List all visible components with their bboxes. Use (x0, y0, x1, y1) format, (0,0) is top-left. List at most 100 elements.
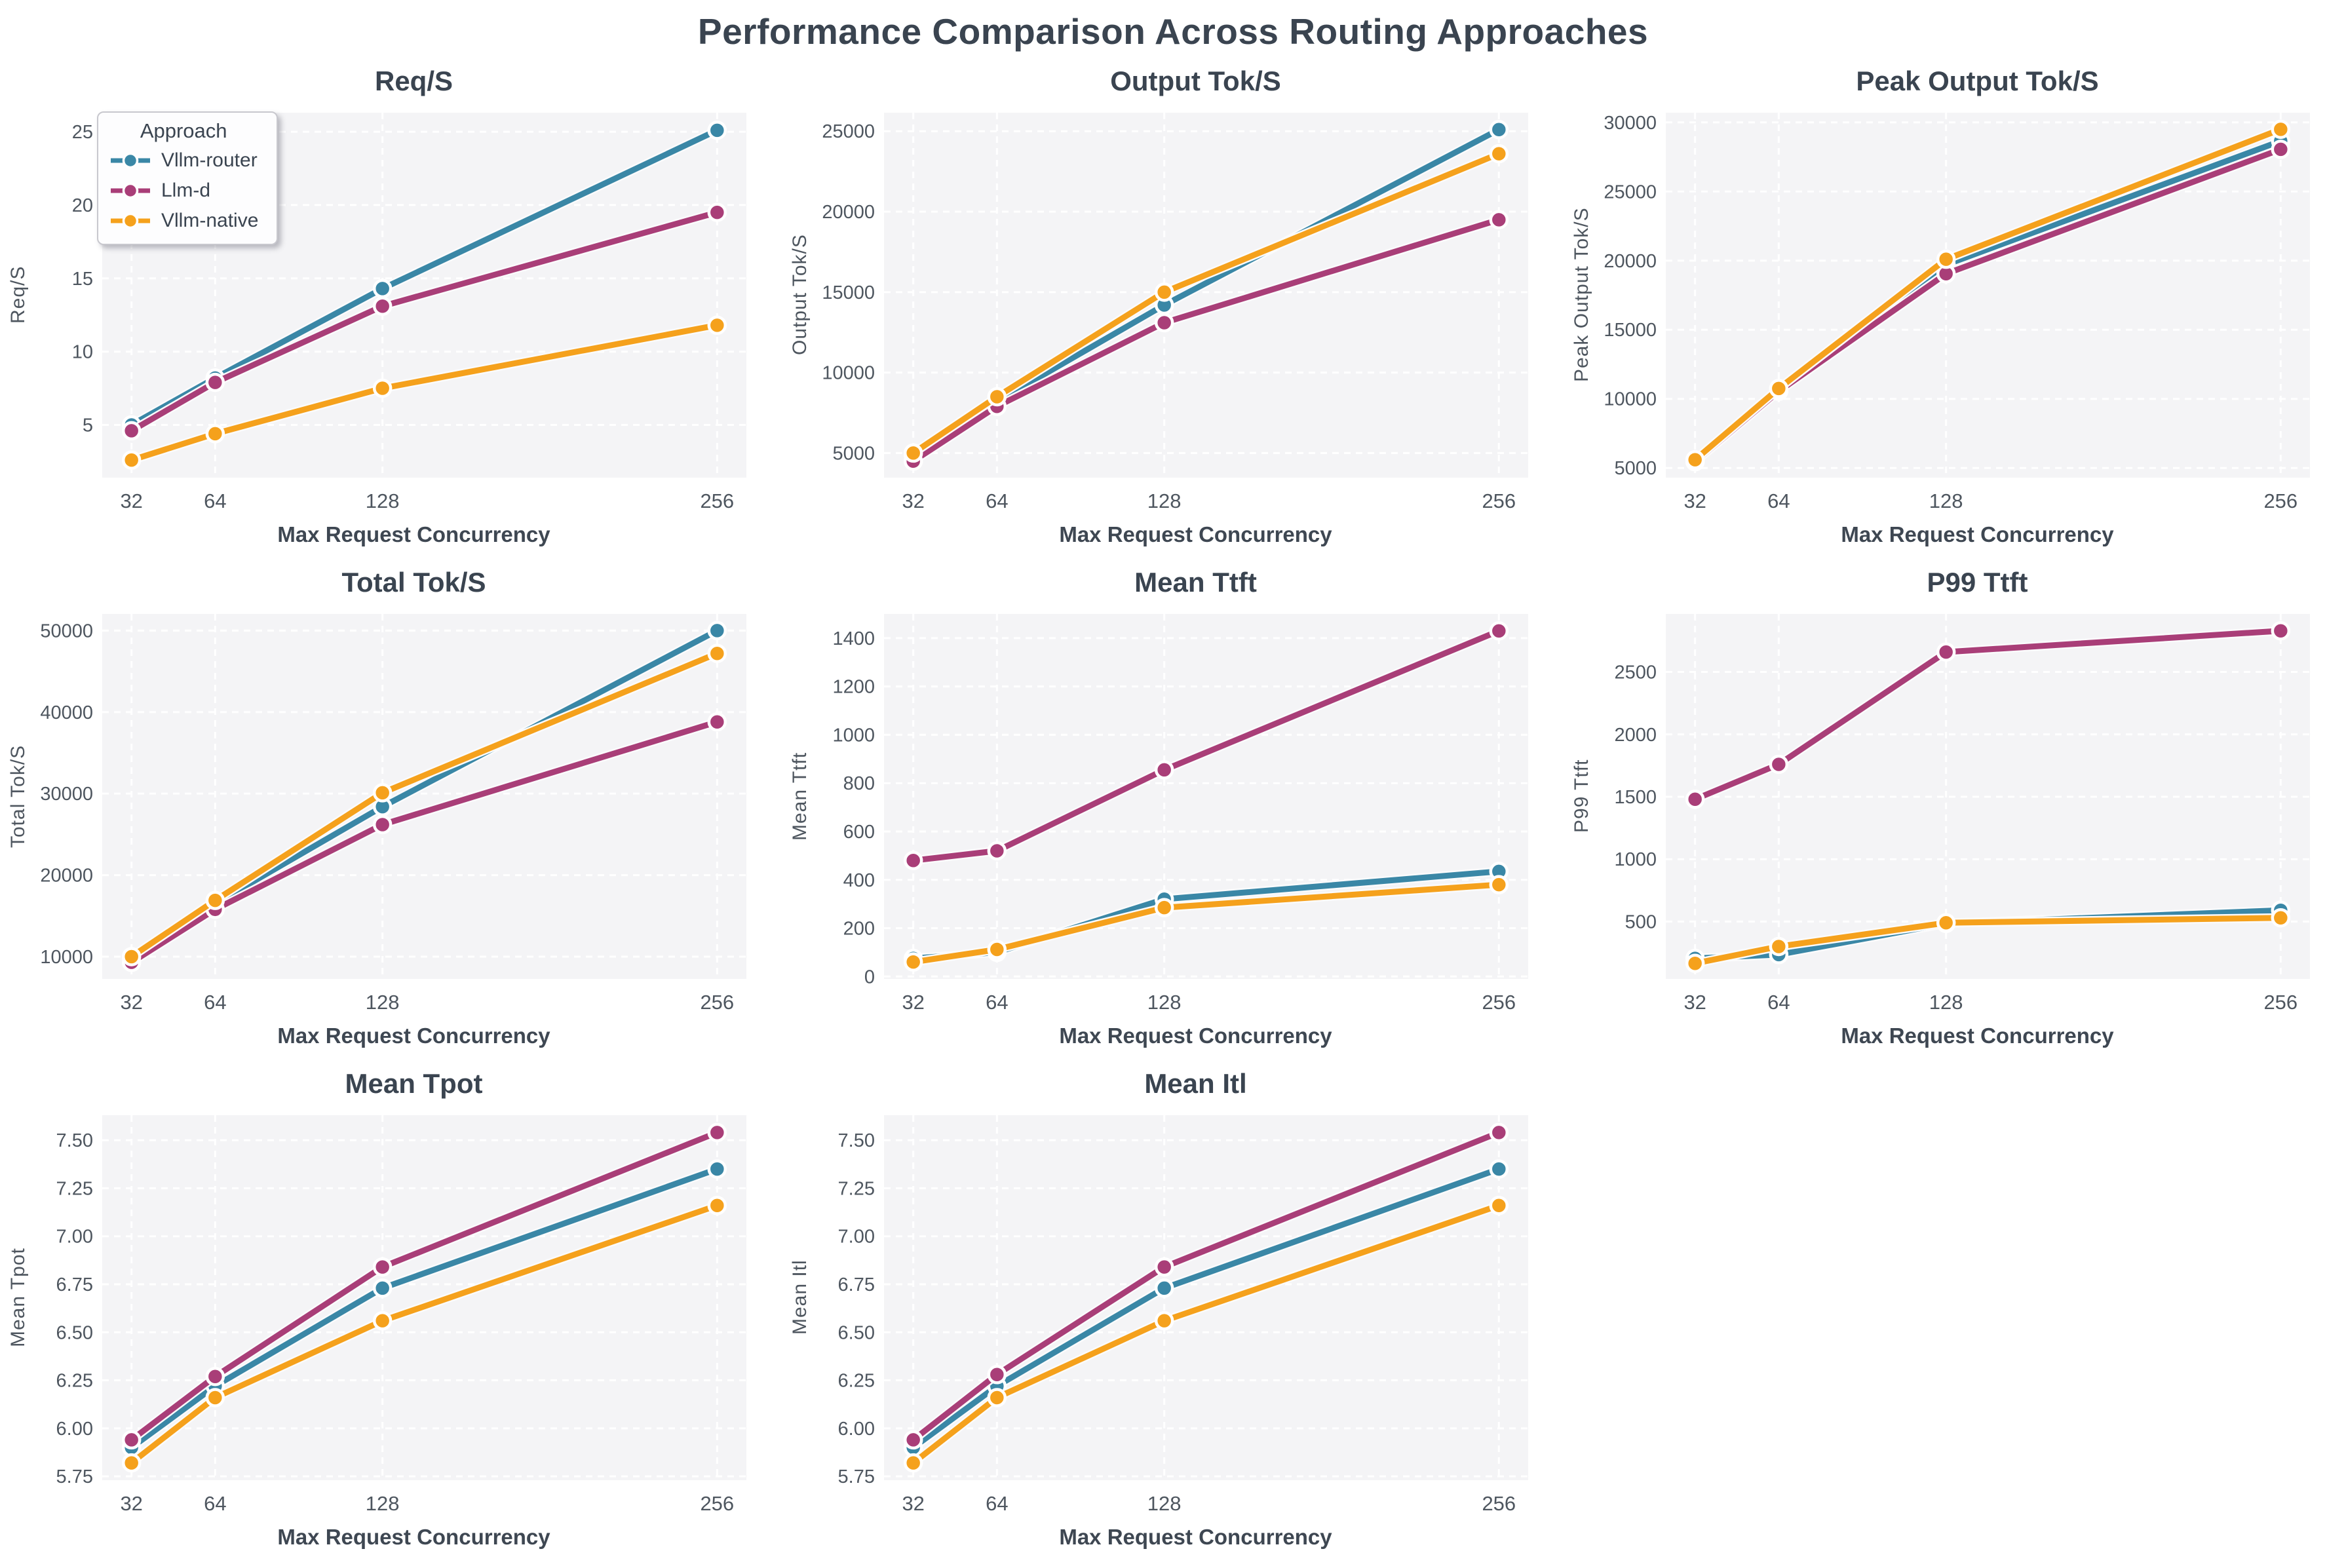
svg-text:256: 256 (1482, 1492, 1516, 1515)
svg-text:32: 32 (902, 489, 924, 512)
legend-items: Vllm-router Llm-d Vllm-native (109, 145, 258, 236)
svg-text:128: 128 (366, 1492, 400, 1515)
svg-text:5.75: 5.75 (56, 1466, 93, 1487)
chart-total-tok-s: Total Tok/S Total Tok/S 10000 20000 30000 4… (0, 558, 782, 1059)
x-axis-label: Max Request Concurrency (1059, 522, 1332, 546)
svg-text:7.25: 7.25 (838, 1178, 875, 1199)
y-axis-label: Total Tok/S (7, 744, 29, 848)
svg-text:6.25: 6.25 (838, 1371, 875, 1392)
svg-text:256: 256 (2263, 991, 2298, 1014)
svg-text:5000: 5000 (1614, 458, 1657, 479)
svg-text:6.00: 6.00 (56, 1419, 93, 1440)
svg-text:1500: 1500 (1614, 787, 1657, 808)
x-axis-label: Max Request Concurrency (1059, 1525, 1332, 1549)
svg-text:32: 32 (1683, 991, 1706, 1014)
svg-text:64: 64 (986, 489, 1008, 512)
y-axis-label: Mean Itl (789, 1259, 811, 1335)
legend-item: Vllm-native (109, 206, 258, 236)
chart-output-tok-s: Output Tok/S Output Tok/S 5000 10000 15000… (782, 56, 1564, 558)
svg-text:32: 32 (120, 991, 142, 1014)
chart-title: Output Tok/S (1110, 66, 1281, 96)
chart-mean-tpot: Mean Tpot Mean Tpot 5.75 6.00 6.25 6.50 6.75… (0, 1059, 782, 1560)
svg-text:20: 20 (72, 195, 93, 216)
svg-text:2000: 2000 (1614, 725, 1657, 746)
chart-title: Req/S (374, 66, 453, 96)
svg-text:40000: 40000 (40, 702, 93, 723)
svg-text:7.00: 7.00 (838, 1227, 875, 1248)
chart-title: Mean Itl (1144, 1068, 1247, 1099)
svg-text:600: 600 (843, 822, 875, 843)
svg-text:500: 500 (1625, 911, 1657, 932)
svg-text:1200: 1200 (832, 677, 875, 698)
svg-text:256: 256 (1482, 991, 1516, 1014)
svg-text:256: 256 (2263, 489, 2298, 512)
svg-text:1000: 1000 (832, 725, 875, 746)
svg-text:20000: 20000 (40, 866, 93, 887)
svg-text:6.00: 6.00 (838, 1419, 875, 1440)
chart-title: P99 Ttft (1927, 567, 2028, 598)
svg-text:5: 5 (83, 415, 93, 436)
svg-text:1000: 1000 (1614, 849, 1657, 870)
svg-text:10: 10 (72, 342, 93, 363)
svg-text:200: 200 (843, 919, 875, 940)
svg-text:25: 25 (72, 122, 93, 143)
plot-canvas: 5.75 6.00 6.25 6.50 6.75 7.00 7.25 7.50 32 64 128 2… (838, 1115, 1528, 1515)
svg-text:256: 256 (700, 489, 734, 512)
legend-marker-icon (111, 182, 150, 199)
chart-peak-output-tok-s: Peak Output Tok/S Peak Output Tok/S 5000… (1564, 56, 2345, 558)
y-axis-label: Output Tok/S (789, 234, 811, 356)
svg-text:15000: 15000 (1604, 320, 1657, 341)
x-axis-label: Max Request Concurrency (277, 1023, 550, 1048)
chart-title: Mean Tpot (345, 1068, 483, 1099)
svg-text:64: 64 (1767, 991, 1790, 1014)
y-axis-label: P99 Ttft (1571, 759, 1592, 833)
svg-text:7.50: 7.50 (56, 1130, 93, 1151)
empty-cell (1564, 1059, 2345, 1560)
svg-text:6.75: 6.75 (838, 1274, 875, 1295)
legend-item-label: Vllm-router (161, 149, 258, 171)
svg-text:10000: 10000 (822, 363, 875, 384)
svg-text:64: 64 (986, 991, 1008, 1014)
x-axis-label: Max Request Concurrency (1841, 1023, 2114, 1048)
legend-item: Llm-d (109, 176, 258, 206)
plot-canvas: 5000 10000 15000 20000 25000 32 64 128 256 (822, 113, 1528, 512)
legend-item-label: Llm-d (161, 180, 211, 201)
svg-text:20000: 20000 (822, 202, 875, 223)
svg-text:32: 32 (902, 1492, 924, 1515)
chart-p99-ttft: P99 Ttft P99 Ttft 500 1000 1500 2000 2500 32 6… (1564, 558, 2345, 1059)
svg-text:6.50: 6.50 (838, 1322, 875, 1343)
svg-text:256: 256 (700, 1492, 734, 1515)
svg-text:64: 64 (204, 489, 226, 512)
plot-canvas: 5.75 6.00 6.25 6.50 6.75 7.00 7.25 7.50 32 64 128 2… (56, 1115, 746, 1515)
legend: Approach Vllm-router Llm-d Vllm-native (97, 111, 279, 245)
chart-mean-itl: Mean Itl Mean Itl 5.75 6.00 6.25 6.50 6.75 7.… (782, 1059, 1564, 1560)
svg-text:32: 32 (120, 1492, 142, 1515)
svg-text:800: 800 (843, 773, 875, 794)
svg-text:30000: 30000 (40, 784, 93, 805)
legend-marker-icon (111, 212, 150, 229)
svg-text:64: 64 (986, 1492, 1008, 1515)
plot-canvas: 500 1000 1500 2000 2500 32 64 128 256 (1614, 614, 2310, 1014)
svg-text:1400: 1400 (832, 628, 875, 649)
svg-text:10000: 10000 (40, 947, 93, 968)
svg-text:6.50: 6.50 (56, 1322, 93, 1343)
svg-text:128: 128 (366, 991, 400, 1014)
charts-grid: Req/S Req/S 5 10 15 20 25 32 64 128 256 Max Requ… (0, 56, 2346, 1560)
chart-title: Mean Ttft (1134, 567, 1257, 598)
svg-text:15000: 15000 (822, 282, 875, 303)
svg-text:25000: 25000 (1604, 182, 1657, 202)
svg-text:128: 128 (1147, 1492, 1182, 1515)
svg-text:32: 32 (120, 489, 142, 512)
svg-text:20000: 20000 (1604, 251, 1657, 272)
svg-text:32: 32 (1683, 489, 1706, 512)
svg-text:6.25: 6.25 (56, 1371, 93, 1392)
x-axis-label: Max Request Concurrency (1841, 522, 2114, 546)
legend-marker-icon (111, 152, 150, 169)
svg-text:128: 128 (1147, 991, 1182, 1014)
svg-text:64: 64 (1767, 489, 1790, 512)
svg-text:128: 128 (1929, 489, 1963, 512)
chart-title: Peak Output Tok/S (1856, 66, 2099, 96)
svg-text:32: 32 (902, 991, 924, 1014)
x-axis-label: Max Request Concurrency (277, 1525, 550, 1549)
x-axis-label: Max Request Concurrency (277, 522, 550, 546)
